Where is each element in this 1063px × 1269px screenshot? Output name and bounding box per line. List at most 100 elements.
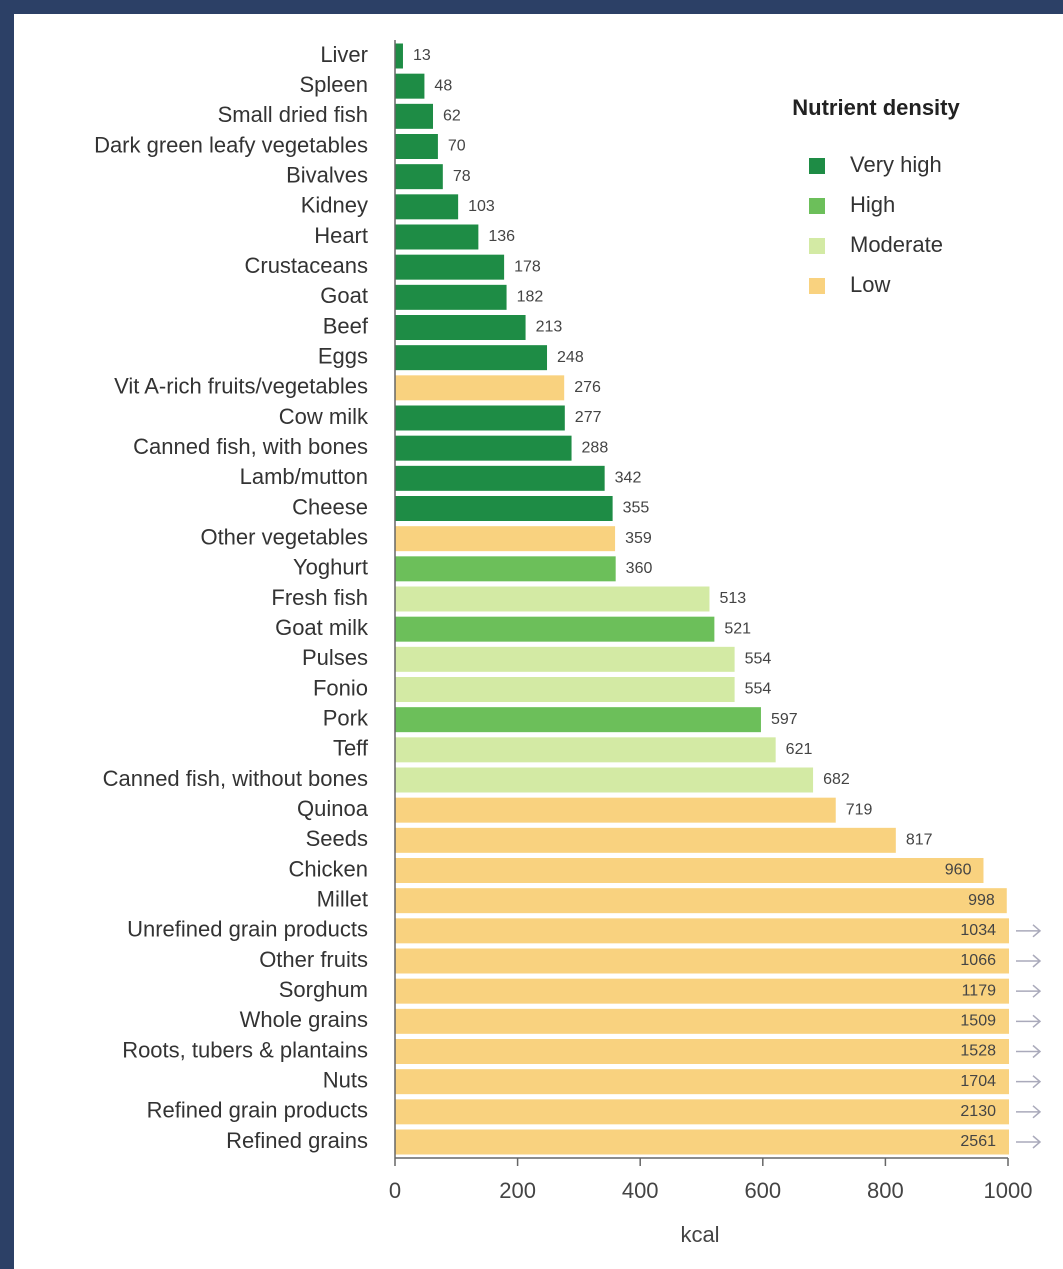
- value-label: 1179: [962, 982, 997, 999]
- x-tick-label: 400: [622, 1178, 659, 1203]
- bar: [395, 73, 425, 99]
- value-label: 178: [514, 258, 541, 275]
- legend-swatch: [809, 238, 825, 254]
- value-label: 513: [719, 590, 746, 607]
- y-tick-label: Refined grain products: [147, 1098, 368, 1123]
- value-label: 597: [771, 711, 798, 728]
- value-label: 960: [945, 862, 972, 879]
- value-label: 1704: [960, 1073, 996, 1090]
- x-tick-label: 600: [744, 1178, 781, 1203]
- bar: [395, 465, 605, 491]
- bar: [395, 1039, 1009, 1064]
- bar: [395, 1069, 1009, 1095]
- x-tick-label: 0: [389, 1178, 401, 1203]
- bar: [395, 345, 548, 371]
- x-tick-label: 1000: [984, 1178, 1033, 1203]
- value-label: 682: [823, 771, 850, 788]
- value-label: 277: [575, 409, 602, 426]
- bar: [395, 164, 443, 190]
- value-label: 136: [488, 228, 515, 245]
- bar: [395, 797, 836, 823]
- bar: [395, 978, 1009, 1004]
- overflow-arrow: [1016, 1105, 1042, 1119]
- y-tick-label: Teff: [333, 736, 369, 761]
- y-tick-label: Unrefined grain products: [127, 917, 368, 942]
- value-label: 213: [536, 319, 563, 336]
- y-tick-label: Refined grains: [226, 1128, 368, 1153]
- bar: [395, 1099, 1009, 1125]
- y-tick-label: Lamb/mutton: [240, 464, 368, 489]
- overflow-arrow: [1016, 924, 1042, 938]
- bar: [395, 375, 565, 401]
- y-tick-label: Liver: [320, 42, 368, 67]
- y-tick-label: Chicken: [289, 856, 368, 881]
- y-tick-label: Yoghurt: [293, 555, 368, 580]
- bars: [395, 43, 1009, 1155]
- value-label: 62: [443, 108, 461, 125]
- bar: [395, 1008, 1009, 1034]
- legend-label: Moderate: [850, 232, 943, 257]
- bar: [395, 435, 572, 461]
- bar: [395, 224, 479, 250]
- value-label: 1034: [960, 922, 996, 939]
- value-label: 1509: [960, 1013, 996, 1030]
- x-tick-label: 800: [867, 1178, 904, 1203]
- overflow-arrow: [1016, 1075, 1042, 1089]
- y-tick-label: Pulses: [302, 645, 368, 670]
- y-tick-label: Pork: [323, 705, 369, 730]
- value-label: 2130: [960, 1103, 996, 1120]
- value-label: 554: [745, 681, 772, 698]
- bar: [395, 888, 1007, 914]
- bar: [395, 103, 434, 129]
- bar: [395, 858, 984, 883]
- overflow-arrow: [1016, 954, 1042, 968]
- value-label: 817: [906, 832, 933, 849]
- value-label: 1528: [960, 1043, 996, 1060]
- y-tick-label: Canned fish, with bones: [133, 434, 368, 459]
- bar: [395, 496, 613, 521]
- bar: [395, 646, 735, 672]
- value-label: 998: [968, 892, 995, 909]
- x-axis-label: kcal: [680, 1222, 719, 1247]
- legend-label: Low: [850, 272, 890, 297]
- bar: [395, 526, 616, 552]
- value-label: 355: [623, 500, 650, 517]
- y-tick-label: Cheese: [292, 494, 368, 519]
- legend-swatch: [809, 158, 825, 174]
- value-label: 554: [745, 651, 772, 668]
- y-tick-label: Other fruits: [259, 947, 368, 972]
- value-label: 13: [413, 47, 431, 64]
- bar: [395, 767, 814, 793]
- bar: [395, 405, 565, 431]
- bar: [395, 43, 403, 69]
- bar: [395, 918, 1009, 944]
- y-tick-label: Crustaceans: [244, 253, 368, 278]
- y-tick-label: Other vegetables: [200, 524, 368, 549]
- x-tick-label: 200: [499, 1178, 536, 1203]
- legend-swatch: [809, 278, 825, 294]
- value-label: 2561: [960, 1133, 996, 1150]
- value-label: 621: [786, 741, 813, 758]
- y-tick-label: Bivalves: [286, 162, 368, 187]
- y-tick-label: Roots, tubers & plantains: [122, 1037, 368, 1062]
- legend-label: Very high: [850, 152, 942, 177]
- overflow-arrow: [1016, 1135, 1042, 1149]
- y-tick-label: Fresh fish: [271, 585, 368, 610]
- overflow-arrow: [1016, 1044, 1042, 1059]
- y-tick-label: Heart: [314, 223, 368, 248]
- bar: [395, 1129, 1009, 1155]
- value-label: 70: [448, 138, 466, 155]
- value-label: 182: [517, 289, 544, 306]
- bar: [395, 677, 735, 702]
- y-tick-label: Quinoa: [297, 796, 369, 821]
- bar: [395, 254, 505, 280]
- legend-swatch: [809, 198, 825, 214]
- value-label: 360: [626, 560, 653, 577]
- value-label: 342: [615, 470, 642, 487]
- y-tick-label: Fonio: [313, 675, 368, 700]
- y-tick-label: Seeds: [306, 826, 368, 851]
- value-label: 359: [625, 530, 652, 547]
- y-tick-label: Spleen: [299, 72, 368, 97]
